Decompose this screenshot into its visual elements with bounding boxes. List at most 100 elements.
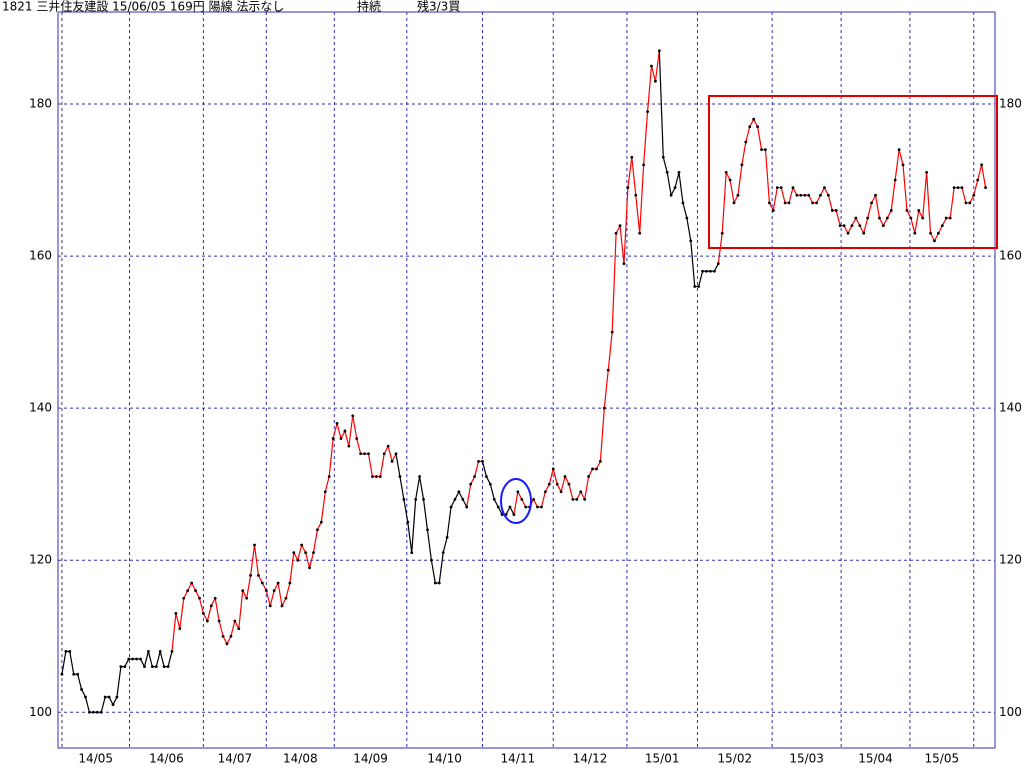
data-point [209, 604, 213, 608]
line-segment [171, 613, 177, 652]
data-point [728, 178, 732, 182]
line-segment [387, 445, 393, 462]
line-segment [112, 696, 118, 705]
data-point [485, 475, 488, 478]
signal: 残3/3買 [417, 0, 460, 14]
line-segment [725, 172, 731, 181]
x-tick-label: 15/01 [645, 752, 680, 766]
line-segment [246, 575, 252, 599]
data-point [260, 581, 264, 585]
line-segment [816, 194, 822, 204]
data-point [598, 459, 602, 463]
data-point [984, 186, 987, 190]
data-point [744, 140, 748, 144]
line-segment [426, 529, 432, 561]
line-segment [167, 651, 173, 667]
line-segment [344, 430, 350, 447]
line-segment [906, 210, 912, 219]
data-point [602, 406, 606, 410]
x-tick-label: 15/04 [858, 752, 893, 766]
line-segment [222, 635, 228, 645]
line-segment [584, 476, 590, 500]
data-point [194, 589, 197, 593]
data-point [288, 581, 292, 585]
line-segment [462, 499, 468, 508]
data-point [139, 657, 142, 661]
data-point [901, 163, 905, 167]
line-segment [143, 651, 149, 667]
data-point [410, 551, 414, 554]
data-point [736, 193, 740, 197]
line-segment [922, 172, 928, 219]
data-point [64, 650, 68, 653]
line-segment [749, 118, 755, 128]
data-point [720, 231, 724, 235]
line-segment [116, 666, 122, 698]
data-point [803, 193, 807, 197]
line-segment [206, 605, 212, 622]
line-segment [403, 499, 409, 523]
line-segment [910, 217, 916, 234]
line-segment [926, 172, 932, 234]
data-point [182, 596, 186, 600]
data-point [752, 117, 756, 121]
data-point [532, 497, 535, 501]
data-point [351, 414, 355, 418]
line-segment [741, 141, 747, 165]
line-segment [686, 217, 692, 241]
line-segment [808, 194, 814, 204]
line-segment [269, 590, 275, 606]
data-point [496, 505, 500, 509]
line-segment [918, 210, 924, 219]
line-segment [352, 415, 358, 439]
line-segment [898, 149, 904, 165]
data-point [355, 437, 359, 440]
line-segment [517, 491, 523, 500]
data-point [669, 193, 673, 197]
line-segment [643, 111, 649, 165]
line-segment [819, 187, 825, 196]
data-point [893, 178, 897, 182]
line-segment [395, 453, 401, 477]
line-segment [611, 233, 617, 333]
line-segment [348, 415, 354, 447]
line-segment [379, 453, 385, 477]
x-tick-label: 14/05 [78, 752, 113, 766]
data-point [371, 475, 374, 478]
y-tick-label-right: 160 [999, 249, 1022, 263]
status: 持続 [357, 0, 381, 14]
data-point [771, 209, 775, 212]
data-point [312, 551, 315, 554]
line-segment [635, 195, 641, 234]
data-point [646, 110, 649, 114]
line-segment [894, 149, 900, 181]
data-point [905, 209, 909, 212]
data-point [925, 171, 929, 174]
data-point [390, 459, 394, 463]
line-segment [489, 484, 495, 500]
line-segment [863, 217, 869, 234]
data-point [241, 589, 245, 593]
line-segment [175, 613, 181, 629]
data-point [221, 634, 225, 638]
line-segment [615, 225, 621, 234]
data-point [976, 178, 980, 182]
data-point [386, 444, 390, 448]
data-point [429, 558, 433, 562]
line-segment [155, 651, 161, 667]
line-segment [277, 582, 283, 606]
data-point [441, 551, 445, 554]
data-point [449, 505, 453, 509]
data-point [724, 171, 728, 174]
line-segment [183, 590, 189, 599]
data-point [335, 421, 339, 425]
data-point [213, 596, 217, 600]
data-point [233, 619, 237, 623]
data-point [866, 216, 870, 220]
y-tick-label: 140 [29, 401, 52, 415]
line-segment [411, 499, 417, 553]
line-segment [930, 232, 936, 242]
line-segment [780, 187, 786, 203]
data-point [819, 193, 822, 197]
